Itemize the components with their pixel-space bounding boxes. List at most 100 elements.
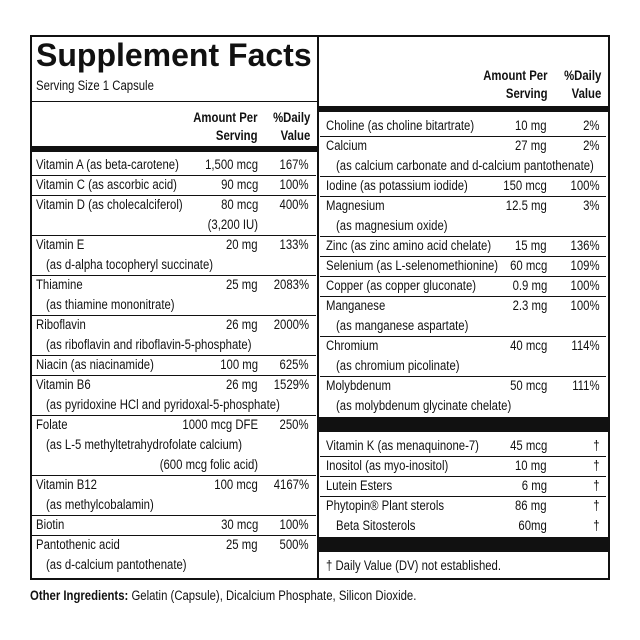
nutrient-name: Thiamine <box>36 277 83 292</box>
amount: 25 mg <box>226 277 258 292</box>
amount: 1,500 mcg <box>205 157 258 172</box>
amount-header: Serving <box>216 128 258 143</box>
nutrient-name: Iodine (as potassium iodide) <box>326 178 468 193</box>
row-rule <box>320 136 606 137</box>
daily-value: 167% <box>279 157 309 172</box>
nutrient-name: Riboflavin <box>36 317 86 332</box>
nutrient-name: Chromium <box>326 338 379 353</box>
nutrient-note: (as magnesium oxide) <box>336 218 448 233</box>
row-rule <box>30 235 316 236</box>
amount: 86 mg <box>515 498 547 513</box>
nutrient-note: (as thiamine mononitrate) <box>46 297 175 312</box>
daily-value: † <box>593 518 600 533</box>
amount: 100 mg <box>220 357 258 372</box>
daily-value: 109% <box>570 258 600 273</box>
other-ingredients-text: Gelatin (Capsule), Dicalcium Phosphate, … <box>131 588 417 603</box>
dv-header: %Daily <box>272 110 310 125</box>
amount: 25 mg <box>226 537 258 552</box>
rule <box>30 101 318 102</box>
amount: 26 mg <box>226 377 258 392</box>
serving-size: Serving Size 1 Capsule <box>36 78 154 93</box>
row-rule <box>320 176 606 177</box>
nutrient-note: (as manganese aspartate) <box>336 318 469 333</box>
amount: 10 mg <box>515 458 547 473</box>
nutrient-note: (as chromium picolinate) <box>336 358 460 373</box>
thick-rule <box>30 146 318 152</box>
nutrient-name: Calcium <box>326 138 367 153</box>
row-rule <box>30 275 316 276</box>
label-title: Supplement Facts <box>36 37 312 73</box>
amount: 26 mg <box>226 317 258 332</box>
daily-value: 111% <box>572 378 600 393</box>
row-rule <box>30 315 316 316</box>
row-rule <box>30 375 316 376</box>
amount: 60 mcg <box>509 258 547 273</box>
amount: 1000 mcg DFE <box>182 417 258 432</box>
row-rule <box>320 196 606 197</box>
daily-value: 250% <box>279 417 309 432</box>
amount: 0.9 mg <box>512 278 547 293</box>
amount-header: Amount Per <box>483 68 548 83</box>
other-ingredients: Other Ingredients: Gelatin (Capsule), Di… <box>30 586 416 606</box>
nutrient-name: Pantothenic acid <box>36 537 120 552</box>
daily-value: 2000% <box>273 317 309 332</box>
row-rule <box>320 376 606 377</box>
nutrient-name: Folate <box>36 417 68 432</box>
amount-note: (3,200 IU) <box>207 217 258 232</box>
amount: 150 mcg <box>503 178 547 193</box>
row-rule <box>30 475 316 476</box>
daily-value: 100% <box>279 177 309 192</box>
daily-value: † <box>593 498 600 513</box>
nutrient-note: (as molybdenum glycinate chelate) <box>336 398 512 413</box>
daily-value: 2083% <box>273 277 309 292</box>
amount-note: (600 mcg folic acid) <box>159 457 258 472</box>
amount: 2.3 mg <box>512 298 547 313</box>
daily-value: 400% <box>279 197 309 212</box>
nutrient-name: Magnesium <box>326 198 385 213</box>
nutrient-name: Vitamin B12 <box>36 477 97 492</box>
daily-value: 136% <box>570 238 600 253</box>
nutrient-name: Vitamin C (as ascorbic acid) <box>36 177 177 192</box>
amount-header: Amount Per <box>193 110 258 125</box>
daily-value: 4167% <box>273 477 309 492</box>
nutrient-name: Lutein Esters <box>326 478 393 493</box>
daily-value: 133% <box>279 237 309 252</box>
thick-bar <box>318 537 608 552</box>
nutrient-name: Vitamin B6 <box>36 377 91 392</box>
nutrient-note: (as calcium carbonate and d-calcium pant… <box>336 158 594 173</box>
amount-header: Serving <box>506 86 548 101</box>
amount: 20 mg <box>226 237 258 252</box>
amount: 100 mcg <box>214 477 258 492</box>
row-rule <box>30 515 316 516</box>
nutrient-name: Vitamin K (as menaquinone-7) <box>326 438 479 453</box>
row-rule <box>320 296 606 297</box>
nutrient-note: (as riboflavin and riboflavin-5-phosphat… <box>46 337 252 352</box>
thick-rule <box>318 106 608 112</box>
amount: 27 mg <box>515 138 547 153</box>
row-rule <box>30 175 316 176</box>
nutrient-name: Vitamin A (as beta-carotene) <box>36 157 179 172</box>
nutrient-name: Copper (as copper gluconate) <box>326 278 477 293</box>
daily-value: 100% <box>570 278 600 293</box>
nutrient-name: Choline (as choline bitartrate) <box>326 118 475 133</box>
amount: 90 mcg <box>220 177 258 192</box>
amount: 50 mcg <box>509 378 547 393</box>
nutrient-name: Vitamin D (as cholecalciferol) <box>36 197 183 212</box>
label-border <box>30 35 610 580</box>
daily-value: † <box>593 478 600 493</box>
row-rule <box>320 476 606 477</box>
row-rule <box>320 456 606 457</box>
amount: 15 mg <box>515 238 547 253</box>
daily-value: 2% <box>583 118 600 133</box>
row-rule <box>320 276 606 277</box>
amount: 40 mcg <box>509 338 547 353</box>
daily-value: 1529% <box>273 377 309 392</box>
row-rule <box>320 496 606 497</box>
nutrient-note: (as pyridoxine HCl and pyridoxal-5-phosp… <box>46 397 280 412</box>
nutrient-name: Biotin <box>36 517 65 532</box>
daily-value: 2% <box>583 138 600 153</box>
footnote: † Daily Value (DV) not established. <box>326 558 502 573</box>
nutrient-name: Inositol (as myo-inositol) <box>326 458 449 473</box>
nutrient-name: Zinc (as zinc amino acid chelate) <box>326 238 492 253</box>
